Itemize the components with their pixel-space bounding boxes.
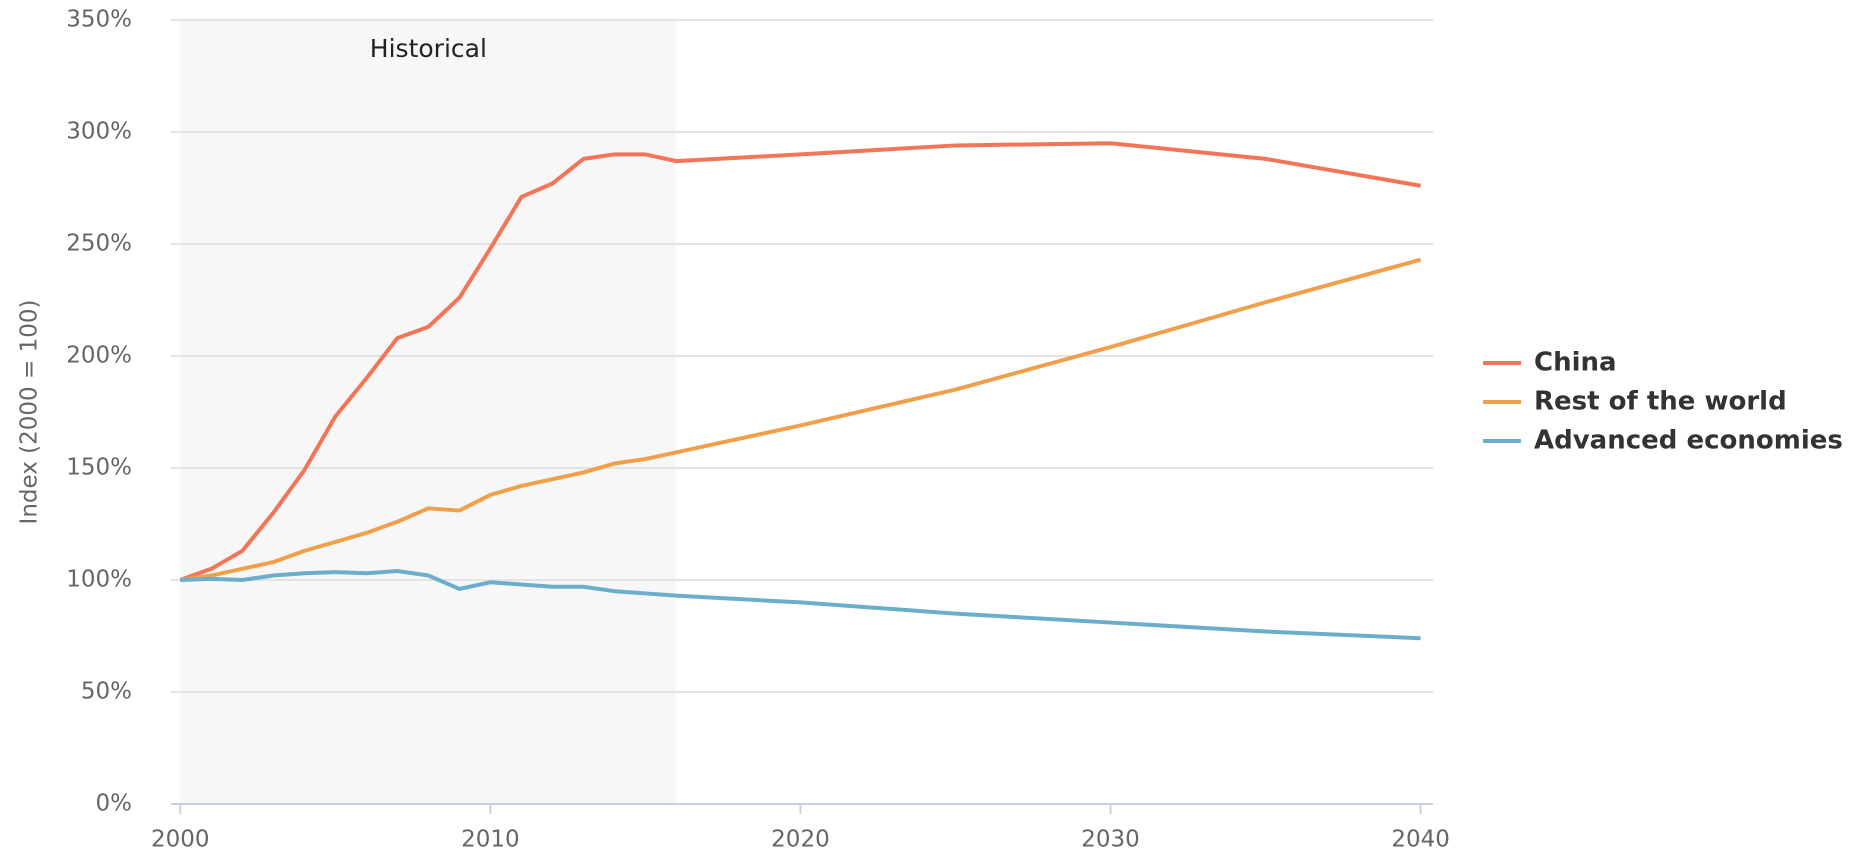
- y-axis-label: Index (2000 = 100): [17, 300, 43, 525]
- shade-label: Historical: [370, 34, 487, 63]
- y-tick-label: 0%: [96, 791, 133, 817]
- series-line: [180, 257, 1422, 582]
- y-tick-label: 100%: [66, 567, 132, 593]
- y-tick-label: 200%: [66, 343, 132, 369]
- y-tick-label: 350%: [66, 7, 132, 33]
- series-line: [179, 141, 1421, 582]
- x-tick-label: 2030: [1081, 827, 1140, 853]
- x-tick-label: 2000: [151, 827, 210, 853]
- y-tick-label: 250%: [66, 231, 132, 257]
- x-tick-label: 2020: [771, 827, 830, 853]
- y-tick-label: 50%: [81, 679, 132, 705]
- legend-label: Rest of the world: [1534, 387, 1787, 417]
- x-tick-label: 2040: [1391, 827, 1450, 853]
- historical-region: [180, 20, 677, 804]
- x-tick-label: 2010: [461, 827, 520, 853]
- y-tick-label: 300%: [66, 119, 132, 145]
- y-tick-label: 150%: [66, 455, 132, 481]
- legend-label: Advanced economies: [1534, 426, 1843, 456]
- legend-label: China: [1534, 348, 1617, 378]
- series-line: [180, 569, 1421, 641]
